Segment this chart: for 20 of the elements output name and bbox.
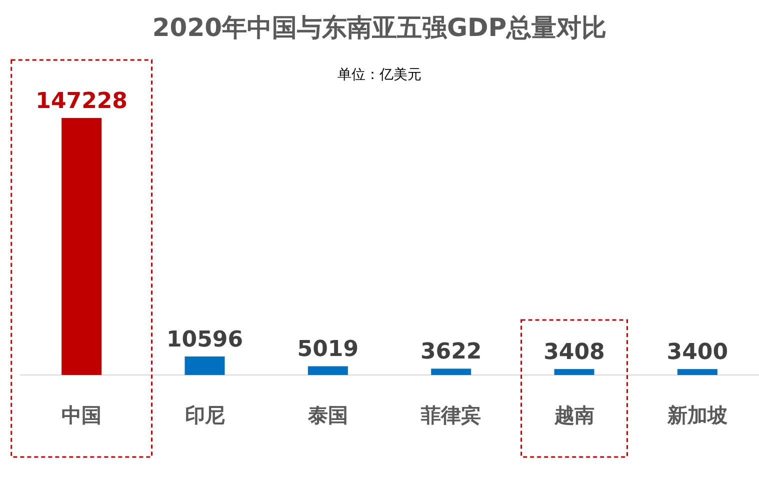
data-label: 10596 bbox=[166, 328, 244, 353]
data-label: 3408 bbox=[544, 340, 605, 366]
x-tick-label: 菲律宾 bbox=[420, 403, 482, 427]
bar bbox=[308, 366, 348, 375]
bar bbox=[554, 369, 594, 375]
x-tick-label: 泰国 bbox=[306, 403, 348, 427]
x-tick-label: 印尼 bbox=[184, 403, 225, 427]
chart-subtitle: 单位：亿美元 bbox=[338, 67, 422, 83]
data-label: 3622 bbox=[420, 340, 482, 365]
bar bbox=[677, 369, 718, 375]
data-label: 3400 bbox=[666, 340, 728, 366]
x-tick-label: 新加坡 bbox=[666, 403, 728, 427]
data-label: 147228 bbox=[36, 89, 128, 114]
bar bbox=[62, 118, 102, 375]
bar bbox=[431, 368, 472, 375]
data-label: 5019 bbox=[297, 337, 359, 362]
bar bbox=[184, 356, 225, 375]
x-tick-label: 越南 bbox=[553, 403, 594, 427]
chart-title: 2020年中国与东南亚五强GDP总量对比 bbox=[152, 13, 607, 42]
x-tick-label: 中国 bbox=[62, 403, 102, 427]
